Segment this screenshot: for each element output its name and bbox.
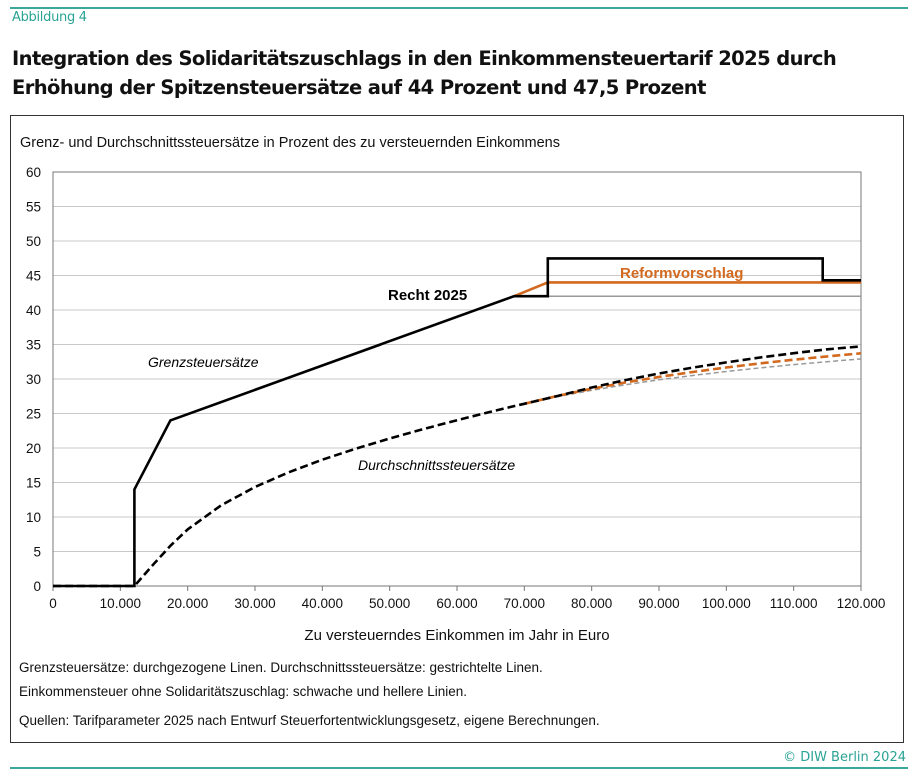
x-tick-label: 50.000 [369,596,410,611]
annotation-recht: Recht 2025 [388,287,467,304]
x-axis-label: Zu versteuerndes Einkommen im Jahr in Eu… [304,627,609,644]
series-line-grenz-recht [53,257,861,588]
series-line-durchschnitt-reform [523,352,862,406]
annotation-durchschnitt: Durchschnittssteuersätze [358,457,515,473]
y-tick-label: 20 [26,441,41,456]
y-tick-label: 15 [26,476,41,491]
x-tick-label: 110.000 [770,596,818,611]
y-tick-label: 30 [26,372,41,387]
x-tick-label: 100.000 [702,596,751,611]
y-tick-label: 5 [33,545,41,560]
chart-frame [10,115,904,743]
y-tick-label: 55 [26,200,41,215]
annotation-reform: Reformvorschlag [620,265,743,282]
note-sources: Quellen: Tarifparameter 2025 nach Entwur… [19,713,600,728]
x-tick-label: 40.000 [302,596,343,611]
chart-title: Grenz- und Durchschnittssteuersätze in P… [20,135,560,151]
y-tick-label: 10 [26,510,41,525]
copyright: © DIW Berlin 2024 [783,750,906,765]
annotation-grenz: Grenzsteuersätze [148,354,259,370]
x-tick-label: 10.000 [100,596,141,611]
note-line-styles: Grenzsteuersätze: durchgezogene Linen. D… [19,660,543,675]
x-tick-label: 120.000 [837,596,886,611]
y-tick-label: 35 [26,338,41,353]
x-tick-label: 30.000 [234,596,275,611]
y-tick-label: 40 [26,303,41,318]
y-tick-label: 45 [26,269,41,284]
y-tick-label: 25 [26,407,41,422]
x-tick-label: 0 [49,596,57,611]
x-tick-label: 80.000 [571,596,612,611]
x-tick-label: 60.000 [436,596,477,611]
figure-label: Abbildung 4 [12,10,87,25]
series-line-grenz-reform [513,281,861,298]
series-line-durchschnitt-ohne-soli [524,358,862,405]
x-tick-label: 70.000 [504,596,545,611]
x-tick-label: 20.000 [167,596,208,611]
series-line-durchschnitt-recht [53,345,862,588]
x-tick-label: 90.000 [638,596,679,611]
top-rule [10,7,908,9]
y-tick-label: 60 [26,165,41,180]
y-tick-label: 0 [33,579,41,594]
y-tick-label: 50 [26,234,41,249]
figure-title: Integration des Solidaritätszuschlags in… [12,47,837,99]
bottom-rule [10,767,908,769]
note-ohne-soli: Einkommensteuer ohne Solidaritätszuschla… [19,684,468,699]
